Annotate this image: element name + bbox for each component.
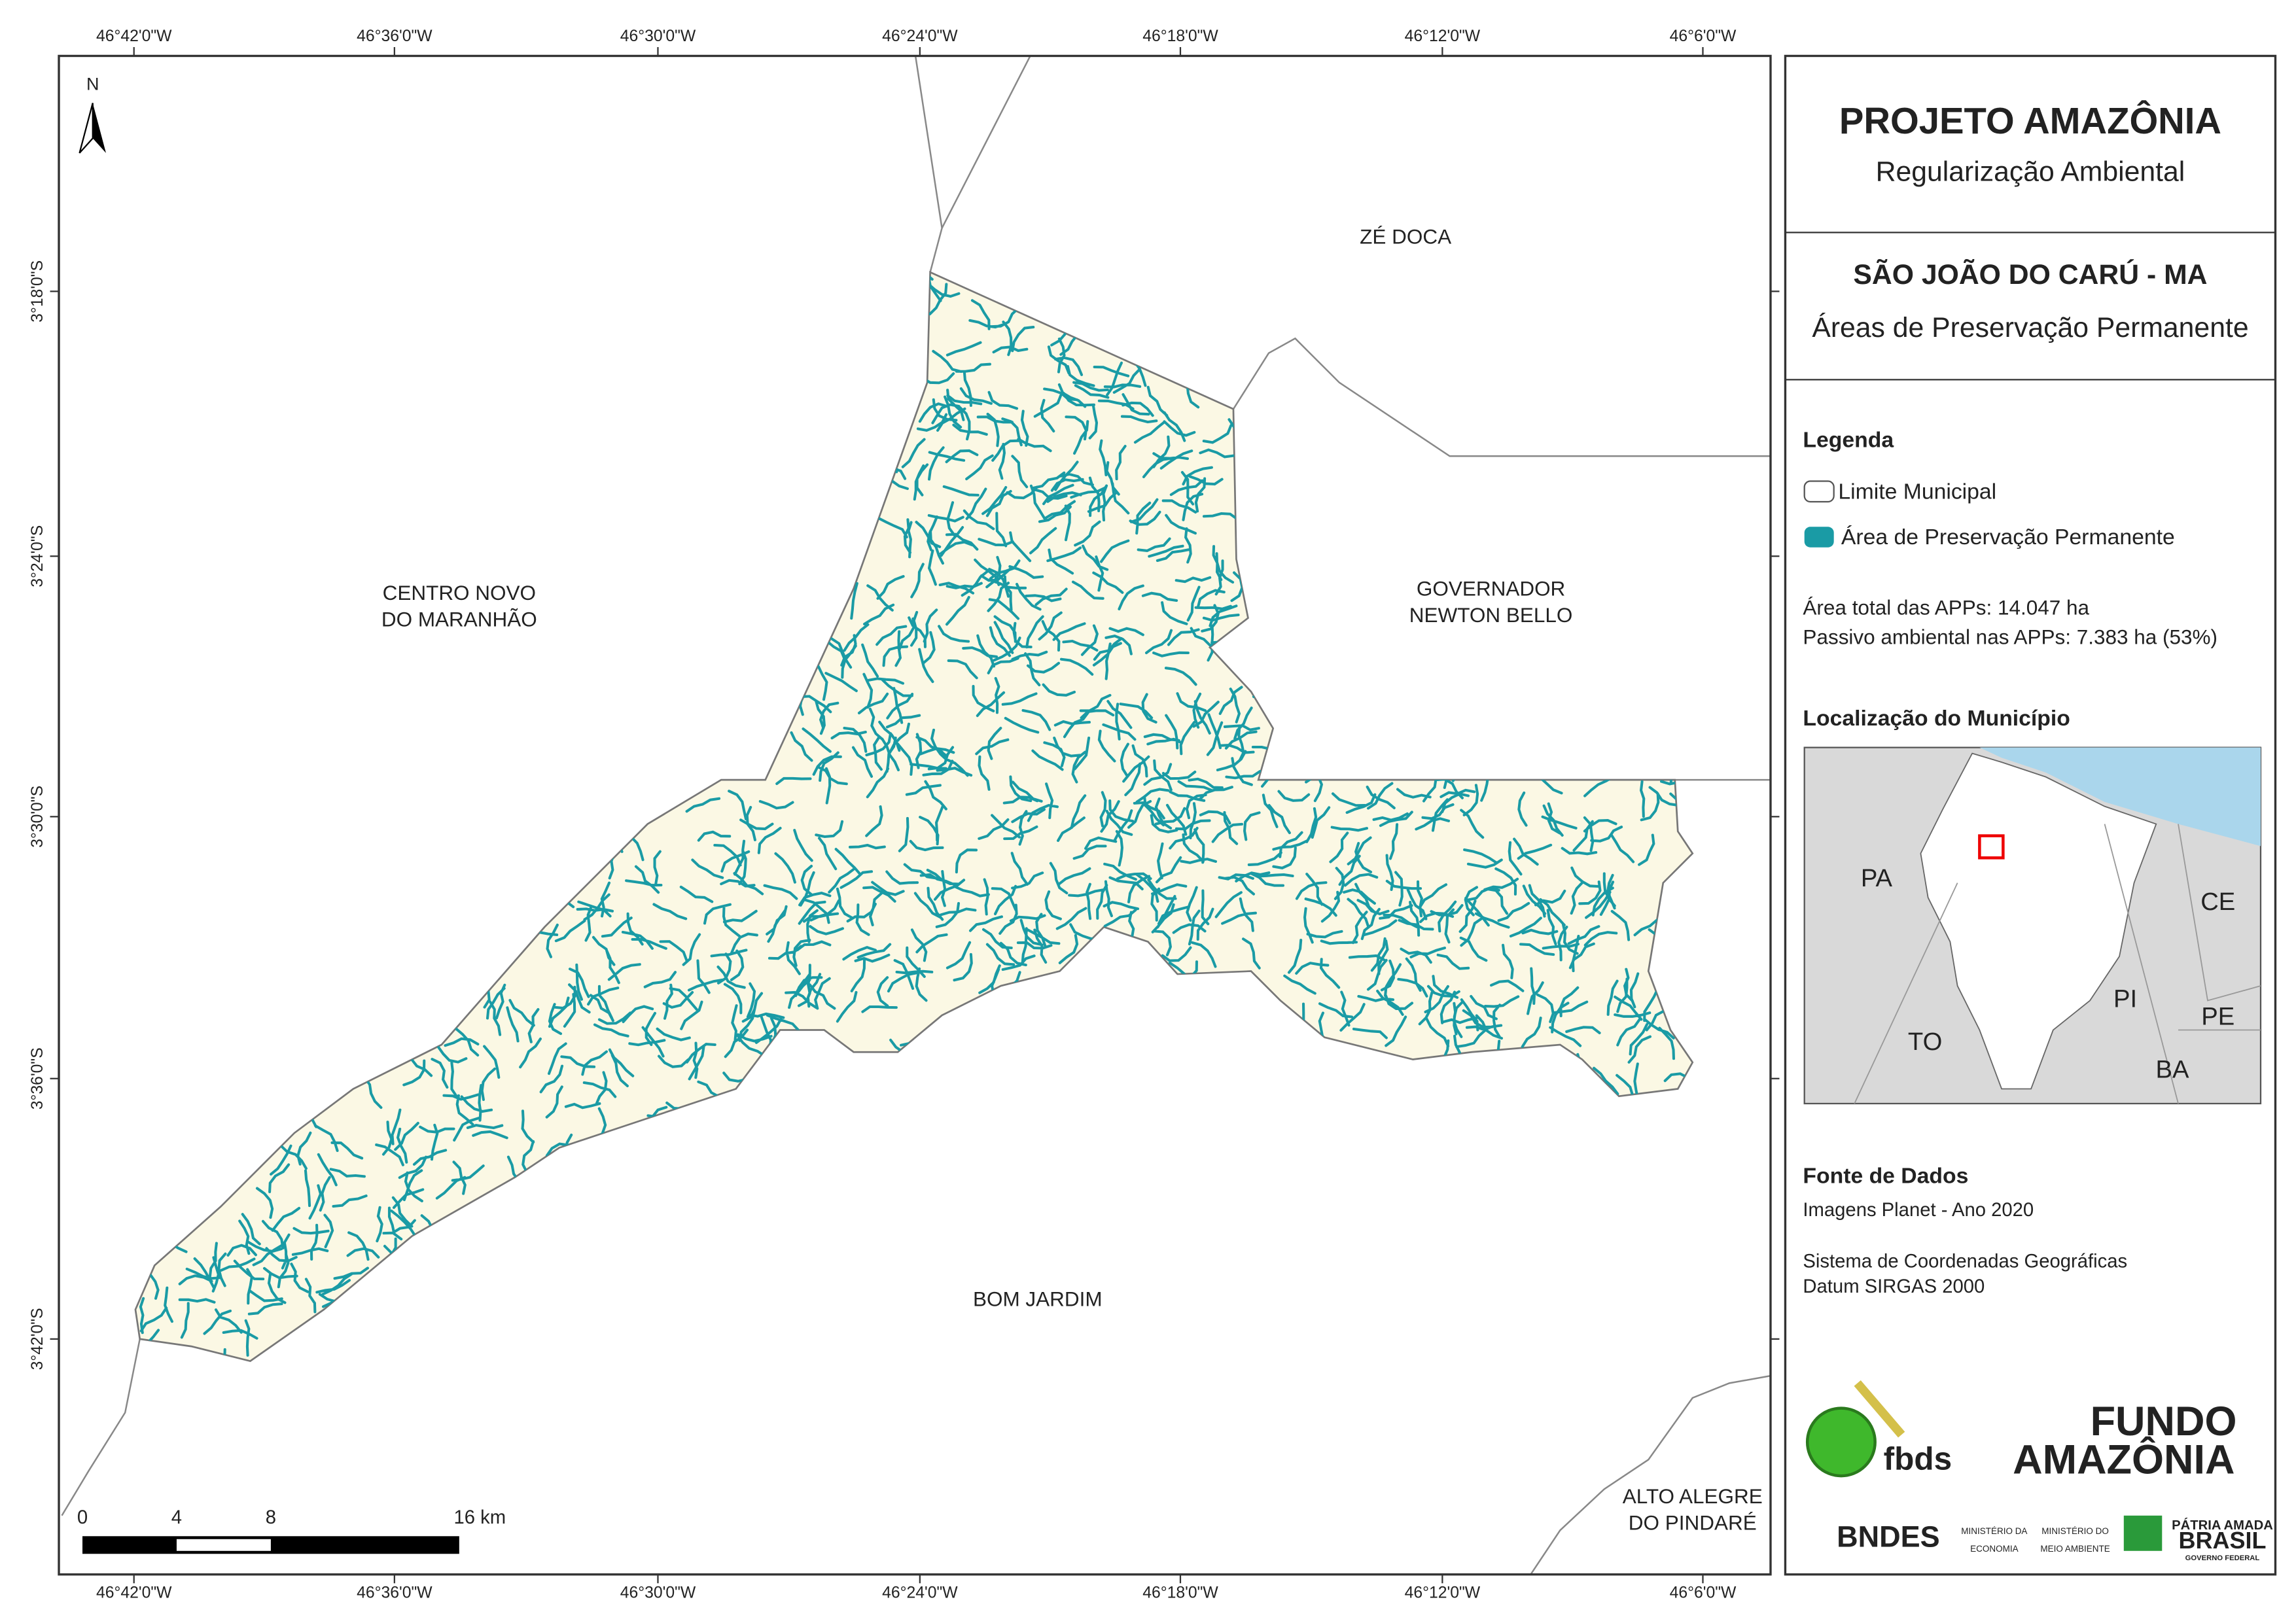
x-coord-label: 46°18'0"W bbox=[1142, 1584, 1218, 1602]
logo-text: fbds bbox=[1884, 1441, 1952, 1477]
scale-label: 16 km bbox=[453, 1507, 506, 1528]
logo-mark bbox=[2123, 1515, 2163, 1551]
x-coord-label: 46°42'0"W bbox=[96, 1584, 172, 1602]
neighbour-boundary bbox=[941, 55, 1031, 229]
legend-item: Limite Municipal bbox=[1838, 479, 1996, 504]
state-label: BA bbox=[2156, 1056, 2189, 1084]
scale-label: 8 bbox=[266, 1507, 276, 1528]
x-coord-label: 46°30'0"W bbox=[620, 27, 696, 45]
legend-swatch bbox=[1803, 480, 1835, 503]
legend-title: Legenda bbox=[1803, 428, 1894, 453]
y-coord-label: 3°42'0"S bbox=[29, 1308, 46, 1370]
x-coord-label: 46°18'0"W bbox=[1142, 27, 1218, 45]
x-coord-label: 46°12'0"W bbox=[1405, 27, 1481, 45]
place-label: ALTO ALEGRE bbox=[1623, 1484, 1763, 1508]
legend-item: Área de Preservação Permanente bbox=[1841, 525, 2175, 550]
state-label: TO bbox=[1908, 1028, 1942, 1056]
logo-text: BRASIL bbox=[2179, 1527, 2267, 1554]
locator-highlight bbox=[1978, 834, 2005, 860]
y-coord-label: 3°30'0"S bbox=[29, 786, 46, 848]
state-label: CE bbox=[2200, 888, 2235, 916]
logo-text: MINISTÉRIO DA bbox=[1961, 1526, 2027, 1536]
scale-bar bbox=[176, 1539, 271, 1551]
logo-text: GOVERNO FEDERAL bbox=[2185, 1554, 2260, 1562]
x-coord-label: 46°24'0"W bbox=[882, 27, 958, 45]
logo-text: MINISTÉRIO DO bbox=[2041, 1526, 2109, 1536]
x-coord-label: 46°24'0"W bbox=[882, 1584, 958, 1602]
place-label: DO PINDARÉ bbox=[1629, 1511, 1757, 1535]
north-label: N bbox=[86, 75, 99, 94]
logo-text: AMAZÔNIA bbox=[2013, 1436, 2234, 1482]
x-coord-label: 46°12'0"W bbox=[1405, 1584, 1481, 1602]
state-border bbox=[2178, 824, 2261, 1002]
state-border bbox=[1854, 882, 1958, 1104]
locator-title: Localização do Município bbox=[1803, 706, 2070, 731]
state-label: PA bbox=[1861, 864, 1893, 892]
stat-line: Passivo ambiental nas APPs: 7.383 ha (53… bbox=[1803, 625, 2217, 649]
neighbour-boundary bbox=[61, 1338, 141, 1516]
municipality-title: SÃO JOÃO DO CARÚ - MA bbox=[1853, 258, 2207, 290]
legend-swatch bbox=[1804, 527, 1834, 548]
place-label: BOM JARDIM bbox=[973, 1287, 1103, 1311]
state-label: PE bbox=[2201, 1003, 2234, 1031]
scale-label: 0 bbox=[77, 1507, 88, 1528]
title: PROJETO AMAZÔNIA bbox=[1839, 100, 2221, 141]
map-frame bbox=[58, 54, 1772, 1576]
logo-text: BNDES bbox=[1837, 1520, 1939, 1554]
y-coord-label: 3°36'0"S bbox=[29, 1047, 46, 1109]
logo-text: ECONOMIA bbox=[1970, 1544, 2018, 1554]
logo-text: MEIO AMBIENTE bbox=[2040, 1544, 2110, 1554]
sea bbox=[1979, 747, 2261, 846]
x-coord-label: 46°6'0"W bbox=[1670, 1584, 1737, 1602]
source-line: Datum SIRGAS 2000 bbox=[1803, 1276, 1985, 1297]
logo-mark bbox=[1854, 1380, 1905, 1438]
place-label: CENTRO NOVO bbox=[383, 581, 536, 604]
source-line: Imagens Planet - Ano 2020 bbox=[1803, 1200, 2034, 1221]
logo-text: FUNDO bbox=[2091, 1399, 2237, 1444]
y-coord-label: 3°18'0"S bbox=[29, 260, 46, 323]
north-arrow bbox=[92, 103, 106, 153]
logo-text: PÁTRIA AMADA bbox=[2172, 1518, 2273, 1533]
y-coord-label: 3°24'0"S bbox=[29, 525, 46, 587]
theme-title: Áreas de Preservação Permanente bbox=[1812, 312, 2248, 343]
municipality bbox=[134, 271, 1694, 1363]
source-line: Sistema de Coordenadas Geográficas bbox=[1803, 1251, 2127, 1272]
x-coord-label: 46°36'0"W bbox=[357, 27, 433, 45]
place-label: NEWTON BELLO bbox=[1409, 603, 1573, 627]
stat-line: Área total das APPs: 14.047 ha bbox=[1803, 596, 2089, 620]
scale-label: 4 bbox=[171, 1507, 182, 1528]
subtitle: Regularização Ambiental bbox=[1876, 156, 2185, 188]
place-label: DO MARANHÃO bbox=[381, 608, 537, 631]
place-label: ZÉ DOCA bbox=[1360, 225, 1451, 249]
x-coord-label: 46°30'0"W bbox=[620, 1584, 696, 1602]
rivers bbox=[135, 272, 1693, 1361]
logo-mark bbox=[1805, 1406, 1877, 1478]
place-label: GOVERNADOR bbox=[1417, 576, 1565, 600]
neighbour-boundary bbox=[1232, 337, 1771, 457]
state-label: PI bbox=[2113, 985, 2137, 1013]
neighbour-boundary bbox=[1530, 1374, 1771, 1575]
x-coord-label: 46°42'0"W bbox=[96, 27, 172, 45]
x-coord-label: 46°36'0"W bbox=[357, 1584, 433, 1602]
sources-title: Fonte de Dados bbox=[1803, 1163, 1968, 1188]
state-border bbox=[2104, 824, 2179, 1104]
x-coord-label: 46°6'0"W bbox=[1670, 27, 1737, 45]
